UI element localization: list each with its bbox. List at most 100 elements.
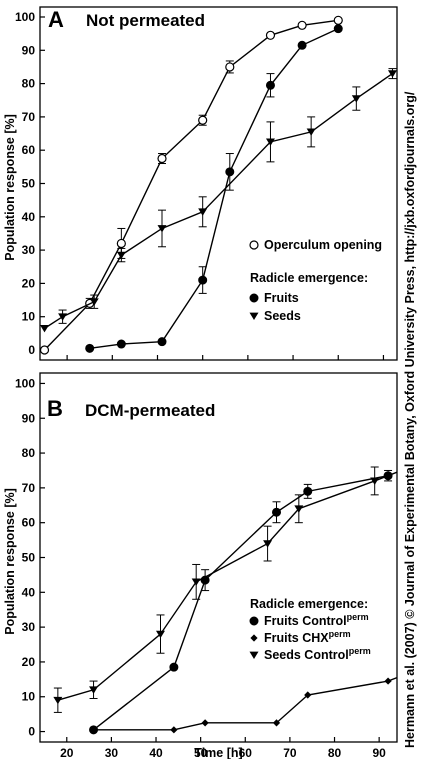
data-point	[85, 343, 95, 353]
y-tick-label: 90	[22, 43, 36, 57]
x-tick-label: 50	[194, 746, 208, 759]
legend-label: Operculum opening	[264, 238, 382, 252]
y-tick-label: 50	[22, 551, 36, 565]
panel-title: Not permeated	[86, 11, 205, 30]
y-tick-label: 50	[22, 177, 36, 191]
series-line	[44, 73, 393, 329]
y-tick-label: 90	[22, 411, 36, 425]
data-point	[297, 20, 307, 30]
y-tick-label: 100	[15, 10, 35, 24]
series	[89, 469, 393, 735]
series	[53, 466, 398, 713]
data-point	[351, 95, 361, 103]
panel-b: B DCM-permeated 0 10 20 30 40 50 60 70 80 90 100 20 30…	[3, 372, 398, 759]
data-point	[157, 153, 167, 164]
data-point	[157, 225, 167, 233]
data-point	[116, 238, 126, 249]
x-tick-label: 70	[283, 746, 297, 759]
legend-label: Fruits Controlperm	[264, 612, 369, 628]
panel-letter: A	[48, 7, 64, 32]
data-point	[384, 677, 392, 685]
legend-marker	[249, 616, 259, 626]
y-tick-label: 10	[22, 690, 36, 704]
data-point	[333, 24, 343, 34]
y-axis-label: Population response [%]	[3, 488, 17, 635]
data-point	[89, 686, 99, 694]
legend-heading: Radicle emergence:	[250, 271, 368, 285]
legend-marker	[249, 312, 259, 321]
series-line	[89, 28, 339, 350]
legend-marker	[249, 293, 259, 303]
panel-title: DCM-permeated	[85, 401, 215, 420]
series-line	[93, 475, 389, 731]
data-point	[201, 719, 209, 727]
data-point	[191, 578, 201, 586]
y-tick-label: 40	[22, 585, 36, 599]
data-point	[157, 337, 167, 347]
legend-label: Fruits	[264, 291, 299, 305]
data-point	[53, 696, 63, 705]
series	[85, 24, 343, 353]
legend-heading: Radicle emergence:	[250, 597, 368, 611]
data-point	[333, 15, 343, 25]
y-axis-label: Population response [%]	[3, 114, 17, 261]
y-tick-label: 100	[15, 376, 35, 390]
data-point	[89, 298, 99, 306]
data-point	[225, 62, 235, 72]
x-tick-label: 80	[328, 746, 342, 759]
series	[89, 676, 398, 734]
legend: Operculum opening Radicle emergence: Fruit…	[249, 238, 382, 323]
data-point	[116, 251, 126, 260]
y-tick-label: 0	[28, 725, 35, 739]
legend-label: Seeds Controlperm	[264, 646, 371, 662]
data-point	[263, 540, 273, 548]
data-point	[272, 507, 282, 517]
data-point	[387, 70, 397, 78]
panel-letter: B	[47, 396, 63, 421]
series	[40, 68, 397, 333]
legend-marker	[249, 240, 259, 250]
x-tick-label: 60	[239, 746, 253, 759]
y-tick-label: 30	[22, 243, 36, 257]
y-tick-label: 60	[22, 143, 36, 157]
data-point	[155, 630, 165, 639]
y-tick-label: 60	[22, 516, 36, 530]
y-tick-label: 80	[22, 446, 36, 460]
data-point	[58, 313, 68, 321]
data-point	[169, 662, 179, 672]
data-point	[170, 726, 178, 734]
data-point	[304, 691, 312, 699]
panel-a: A Not permeated 0 10 20 30 40 50 60 70 80 90 100 Popu…	[3, 6, 398, 361]
x-axis-label: Time [h]	[194, 746, 242, 759]
data-point	[198, 115, 208, 125]
data-point	[198, 208, 208, 216]
side-credit: Hermann et al. (2007) © Journal of Exper…	[403, 91, 417, 748]
y-tick-label: 30	[22, 620, 36, 634]
legend-label: Fruits CHXperm	[264, 629, 351, 645]
y-tick-label: 80	[22, 77, 36, 91]
data-point	[297, 40, 307, 50]
data-point	[272, 719, 281, 727]
data-point	[294, 505, 304, 513]
y-tick-label: 70	[22, 110, 36, 124]
legend-label: Seeds	[264, 309, 301, 323]
data-point	[198, 275, 208, 285]
data-point	[225, 167, 235, 177]
y-tick-label: 20	[22, 276, 36, 290]
y-tick-label: 20	[22, 655, 36, 669]
data-point	[265, 30, 276, 40]
plot-frame	[39, 6, 398, 361]
y-tick-label: 70	[22, 481, 36, 495]
y-tick-label: 40	[22, 210, 36, 224]
data-point	[116, 339, 126, 349]
x-tick-label: 20	[60, 746, 74, 759]
y-tick-label: 0	[28, 343, 35, 357]
x-tick-label: 90	[372, 746, 386, 759]
data-point	[39, 345, 50, 355]
legend: Radicle emergence:Fruits ControlpermFrui…	[249, 597, 371, 662]
data-point	[303, 486, 313, 496]
data-point	[89, 726, 98, 734]
x-tick-label: 30	[105, 746, 119, 759]
data-point	[370, 477, 380, 485]
